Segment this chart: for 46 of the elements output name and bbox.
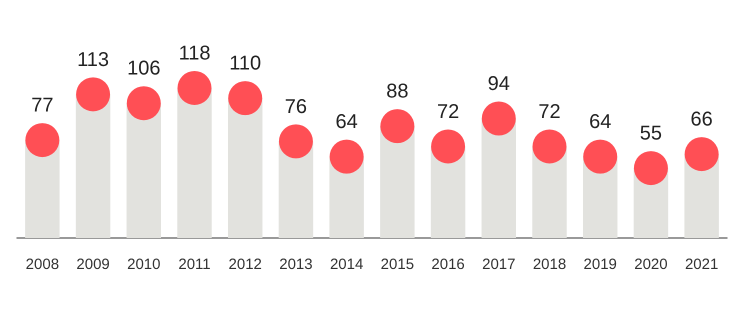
x-tick-label: 2013 <box>279 256 313 274</box>
x-tick-label: 2011 <box>178 256 211 274</box>
data-label: 64 <box>589 111 612 134</box>
data-label: 72 <box>538 100 561 123</box>
point <box>25 123 60 158</box>
x-tick-label: 2012 <box>228 256 262 274</box>
x-tick-label: 2020 <box>634 256 668 274</box>
x-tick-label: 2014 <box>330 256 364 274</box>
point <box>76 77 110 112</box>
point <box>278 124 313 158</box>
bar <box>126 103 162 238</box>
data-label: 113 <box>77 48 110 71</box>
x-tick-label: 2008 <box>26 256 60 274</box>
data-label: 88 <box>386 80 408 103</box>
point <box>126 86 161 120</box>
x-tick-label: 2009 <box>76 256 110 274</box>
data-label: 66 <box>690 108 713 131</box>
point <box>431 129 466 164</box>
bar <box>228 98 262 238</box>
data-label: 64 <box>336 111 358 134</box>
point <box>684 137 719 172</box>
x-tick-label: 2017 <box>482 256 516 274</box>
point <box>634 151 668 186</box>
data-label: 76 <box>284 96 308 118</box>
data-label: 94 <box>488 73 510 95</box>
data-label: 106 <box>127 58 160 80</box>
data-label: 110 <box>229 52 262 75</box>
data-label: 77 <box>31 94 54 117</box>
data-label: 118 <box>178 42 210 64</box>
point <box>228 81 262 116</box>
data-label: 55 <box>640 122 662 145</box>
x-tick-label: 2010 <box>127 256 160 274</box>
point <box>583 140 618 174</box>
point <box>330 140 364 174</box>
x-tick-label: 2018 <box>532 256 566 274</box>
point <box>482 101 516 136</box>
point <box>532 129 566 164</box>
x-tick-label: 2021 <box>684 256 718 274</box>
point <box>380 109 414 144</box>
bar <box>76 94 110 238</box>
x-tick-label: 2015 <box>380 256 414 274</box>
x-tick-label: 2016 <box>431 256 465 274</box>
x-tick-label: 2019 <box>584 256 617 274</box>
point <box>178 70 212 105</box>
data-label: 72 <box>436 100 460 123</box>
bar <box>177 88 212 238</box>
